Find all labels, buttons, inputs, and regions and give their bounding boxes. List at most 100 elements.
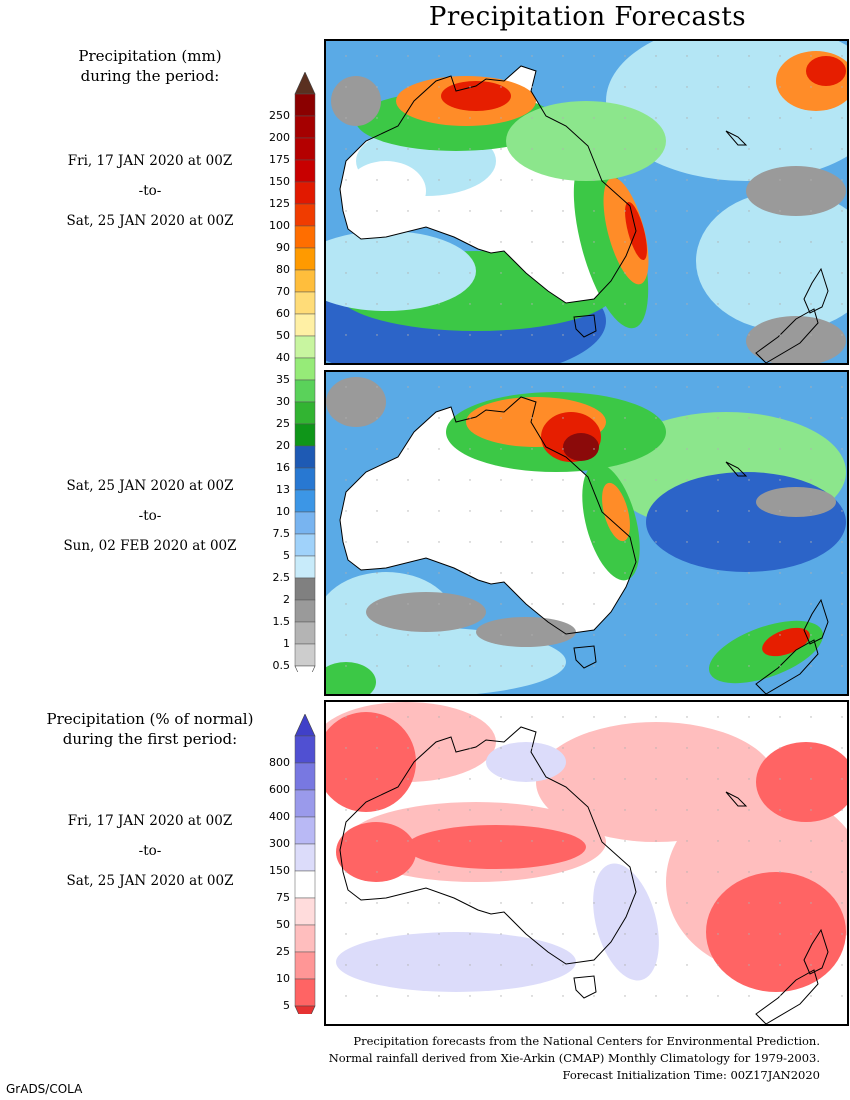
colorbar-segment [294, 621, 316, 645]
colorbar-tick-label: 30 [276, 395, 290, 408]
colorbar-segment [294, 577, 316, 601]
nz-north-island-coastline [803, 267, 829, 314]
grid-dots [345, 55, 843, 336]
central-red [406, 825, 586, 869]
legend-pct-heading: Precipitation (% of normal) during the f… [0, 709, 300, 749]
colorbar-segment [294, 978, 316, 1007]
colorbar-tick-label: 200 [269, 131, 290, 144]
ocean-light-east [696, 191, 847, 331]
nz-north-island-coastline [803, 928, 829, 975]
colorbar-segment [294, 555, 316, 579]
east-red [756, 742, 847, 822]
colorbar-top-arrow [294, 714, 316, 737]
footer-line-1: Precipitation forecasts from the Nationa… [353, 1034, 820, 1048]
grid-dots [345, 716, 843, 997]
colorbar-segment [294, 762, 316, 791]
page-title: Precipitation Forecasts [428, 2, 747, 32]
colorbar-tick-label: 20 [276, 439, 290, 452]
coastlines [339, 65, 829, 363]
coastlines [339, 726, 829, 1024]
colorbar-segment [294, 357, 316, 381]
colorbar-segment [294, 181, 316, 205]
tasman-deep [646, 472, 846, 572]
nz-south-island-coastline [755, 308, 819, 363]
bight-gray [476, 617, 576, 647]
grid-dots [345, 386, 843, 667]
legend-mm-heading-line2: during the period: [80, 67, 220, 85]
colorbar-segment [294, 423, 316, 447]
colorbar-segment [294, 467, 316, 491]
south-gray [366, 592, 486, 632]
north-lavender [486, 742, 566, 782]
colorbar-tick-label: 5 [283, 549, 290, 562]
colorbar-segment [294, 93, 316, 117]
colorbar-tick-label: 150 [269, 175, 290, 188]
colorbar-tick-label: 175 [269, 153, 290, 166]
colorbar-tick-label: 400 [269, 810, 290, 823]
legend-pct-heading-line2: during the first period: [62, 730, 238, 748]
nw-red [326, 712, 416, 812]
period-2-sep: -to- [138, 508, 162, 524]
colorbar-segment [294, 816, 316, 845]
colorbar-tick-label: 150 [269, 864, 290, 877]
colorbar-segment [294, 924, 316, 953]
colorbar-tick-label: 2 [283, 593, 290, 606]
tasman-gray [746, 166, 846, 216]
wa-dry [346, 161, 426, 221]
colorbar-segment [294, 203, 316, 227]
colorbar-tick-label: 25 [276, 945, 290, 958]
colorbar-segment [294, 159, 316, 183]
coral-sea-green [506, 101, 666, 181]
colorbar-tick-label: 300 [269, 837, 290, 850]
period-3-to: Sat, 25 JAN 2020 at 00Z [66, 873, 234, 889]
colorbar-tick-label: 40 [276, 351, 290, 364]
colorbar-segment [294, 897, 316, 926]
tasman-gray [756, 487, 836, 517]
period-1-sep: -to- [138, 183, 162, 199]
colorbar-tick-label: 7.5 [272, 527, 291, 540]
colorbar-tick-label: 800 [269, 756, 290, 769]
footer-line-3: Forecast Initialization Time: 00Z17JAN20… [562, 1068, 820, 1082]
ne-red [806, 56, 846, 86]
colorbar-segment [294, 489, 316, 513]
colorbar-top-arrow [294, 72, 316, 95]
map-week1-precip [326, 41, 847, 363]
australia-coastline [339, 396, 637, 635]
colorbar-segment [294, 951, 316, 980]
map-percent-of-normal [326, 702, 847, 1024]
period-3-sep: -to- [138, 843, 162, 859]
colorbar-segment [294, 379, 316, 403]
nw-gray [331, 76, 381, 126]
colorbar-segment [294, 313, 316, 337]
colorbar-tick-label: 70 [276, 285, 290, 298]
ocean-light-sw [326, 231, 476, 311]
colorbar-tick-label: 60 [276, 307, 290, 320]
colorbar-segment [294, 445, 316, 469]
australia-coastline [339, 726, 637, 965]
se-gray [746, 316, 846, 363]
colorbar-tick-label: 75 [276, 891, 290, 904]
colorbar-tick-label: 100 [269, 219, 290, 232]
legend-pct-heading-line1: Precipitation (% of normal) [46, 710, 254, 728]
map-panel-percent-normal [324, 700, 849, 1026]
colorbar-tick-label: 10 [276, 972, 290, 985]
east-coast-orange [603, 177, 649, 285]
colorbar-segment [294, 291, 316, 315]
colorbar-segment [294, 401, 316, 425]
period-2-from: Sat, 25 JAN 2020 at 00Z [66, 478, 234, 494]
coastlines [339, 396, 829, 694]
colorbar-tick-label: 90 [276, 241, 290, 254]
sw-corner-green [326, 662, 376, 694]
colorbar-tick-label: 16 [276, 461, 290, 474]
australia-coastline [339, 65, 637, 304]
colorbar-tick-label: 5 [283, 999, 290, 1012]
colorbar-tick-label: 80 [276, 263, 290, 276]
nz-north-island-coastline [803, 598, 829, 645]
colorbar-bottom-arrow [294, 1005, 316, 1014]
colorbar-mm [294, 72, 316, 672]
colorbar-tick-label: 1 [283, 637, 290, 650]
colorbar-tick-label: 250 [269, 109, 290, 122]
colorbar-segment [294, 735, 316, 764]
footer-line-2: Normal rainfall derived from Xie-Arkin (… [328, 1051, 820, 1065]
credit: GrADS/COLA [6, 1082, 83, 1096]
